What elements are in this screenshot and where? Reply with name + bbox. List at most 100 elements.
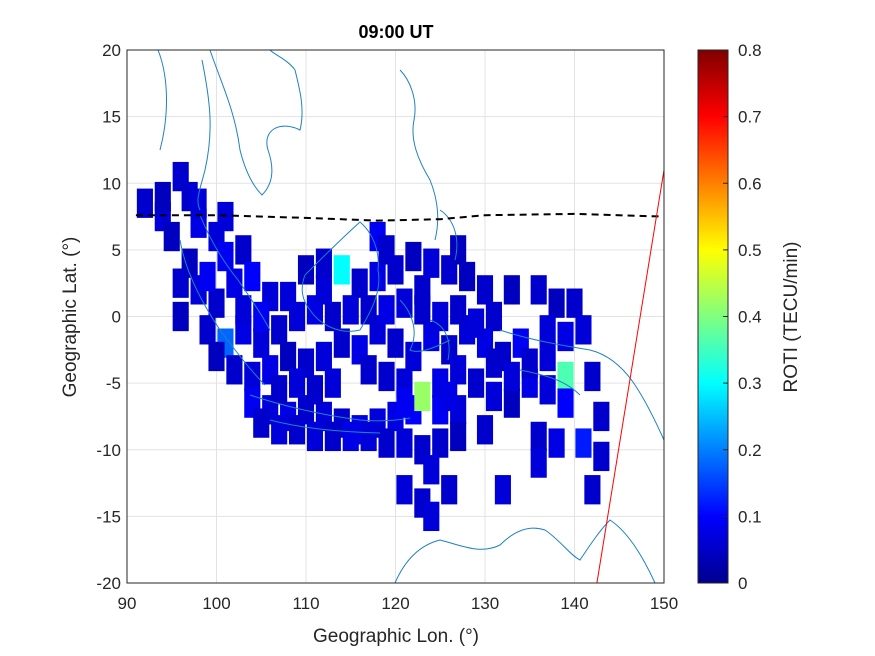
roti-cell	[369, 261, 386, 292]
x-tick-label: 150	[650, 594, 678, 613]
roti-cell	[306, 421, 324, 452]
roti-cell	[253, 408, 270, 438]
roti-cell	[360, 295, 377, 325]
roti-cell	[548, 288, 565, 318]
colorbar-tick-label: 0.3	[738, 374, 762, 393]
roti-cell	[548, 428, 565, 458]
roti-cell	[441, 381, 458, 412]
roti-cell	[288, 415, 306, 445]
roti-cell	[396, 388, 413, 418]
roti-cell	[530, 448, 547, 478]
roti-cell	[342, 421, 359, 452]
roti-cell	[450, 421, 467, 452]
plot-frame	[126, 49, 665, 584]
x-axis-label: Geographic Lon. (°)	[313, 626, 479, 647]
roti-cell	[378, 428, 395, 458]
x-tick-label: 140	[560, 594, 588, 613]
roti-cell	[351, 268, 368, 298]
colorbar-tick-label: 0.6	[738, 174, 762, 193]
roti-cell	[530, 421, 547, 452]
y-axis-label: Geographic Lat. (°)	[60, 237, 81, 398]
roti-cell	[405, 241, 422, 272]
roti-cell	[154, 181, 171, 212]
roti-cell	[557, 361, 574, 392]
roti-cell	[414, 275, 431, 305]
colorbar-tick-label: 0.2	[738, 441, 762, 460]
terminator-line	[596, 169, 665, 584]
roti-cell	[333, 328, 350, 358]
roti-cell	[530, 275, 547, 305]
x-tick-label: 120	[381, 594, 409, 613]
magnetic-equator-line	[135, 212, 665, 222]
roti-cell	[297, 255, 315, 285]
roti-cell	[253, 328, 270, 358]
x-tick-label: 130	[471, 594, 499, 613]
roti-cell	[423, 455, 440, 485]
roti-cell	[423, 248, 440, 278]
colorbar-tick-labels: 0 0.1 0.2 0.3 0.4 0.5 0.6 0.7 0.8	[723, 41, 762, 593]
roti-cell	[485, 348, 503, 378]
roti-cell	[217, 241, 234, 272]
roti-cell	[378, 361, 395, 392]
roti-cell	[208, 341, 225, 372]
roti-cell	[315, 248, 332, 278]
roti-cells	[136, 161, 610, 532]
colorbar-tick-label: 0.7	[738, 108, 762, 127]
y-tick-label: -10	[96, 441, 121, 460]
coastline-australia	[394, 519, 656, 584]
roti-cell	[503, 361, 520, 392]
roti-cell	[566, 288, 583, 318]
roti-cell	[459, 261, 476, 292]
roti-cell	[584, 361, 601, 392]
coastline-sulawesi	[399, 299, 451, 361]
roti-cell	[503, 275, 520, 305]
y-tick-label: -15	[96, 507, 121, 526]
roti-cell	[432, 301, 449, 332]
roti-cell	[333, 255, 350, 285]
roti-cell	[378, 295, 395, 325]
roti-cell	[208, 288, 225, 318]
roti-cell	[593, 401, 610, 432]
plot-area	[126, 49, 665, 584]
roti-cell	[217, 201, 234, 232]
x-tick-labels: 90 100 110 120 130 140 150	[118, 594, 679, 613]
roti-cell	[450, 295, 467, 325]
roti-cell	[360, 421, 377, 452]
roti-cell	[360, 355, 377, 385]
colorbar-label: ROTI (TECU/min)	[781, 242, 802, 393]
roti-cell	[288, 368, 306, 398]
colorbar-tick-label: 0.4	[738, 308, 762, 327]
roti-cell	[280, 341, 297, 372]
x-tick-label: 110	[292, 594, 319, 613]
roti-cell	[450, 235, 467, 265]
roti-cell	[315, 275, 332, 305]
roti-cell	[172, 161, 189, 192]
roti-cell	[593, 441, 610, 472]
coastline-indochina	[157, 49, 303, 211]
roti-cell	[199, 261, 216, 292]
colorbar: 0 0.1 0.2 0.3 0.4 0.5 0.6 0.7 0.8 ROTI (TECU/min…	[697, 41, 802, 593]
roti-cell	[423, 501, 440, 532]
roti-cell	[503, 388, 520, 418]
y-tick-label: -20	[96, 574, 121, 593]
roti-cell	[441, 475, 458, 505]
roti-cell	[235, 235, 252, 265]
roti-cell	[271, 375, 288, 405]
chart-title: 09:00 UT	[358, 22, 433, 42]
roti-cell	[584, 475, 601, 505]
roti-cell	[575, 428, 592, 458]
coastline	[157, 49, 665, 584]
roti-cell	[432, 428, 449, 458]
roti-cell	[521, 348, 538, 378]
roti-cell	[557, 321, 574, 352]
coastline-borneo	[301, 221, 380, 332]
roti-cell	[324, 421, 341, 452]
roti-cell	[476, 275, 494, 305]
y-tick-label: 5	[112, 241, 121, 260]
y-tick-label: -5	[106, 374, 121, 393]
colorbar-tick-label: 0.1	[738, 507, 762, 526]
x-tick-label: 100	[202, 594, 230, 613]
roti-cell	[324, 368, 341, 398]
roti-cell	[539, 375, 556, 405]
roti-cell	[378, 235, 395, 265]
